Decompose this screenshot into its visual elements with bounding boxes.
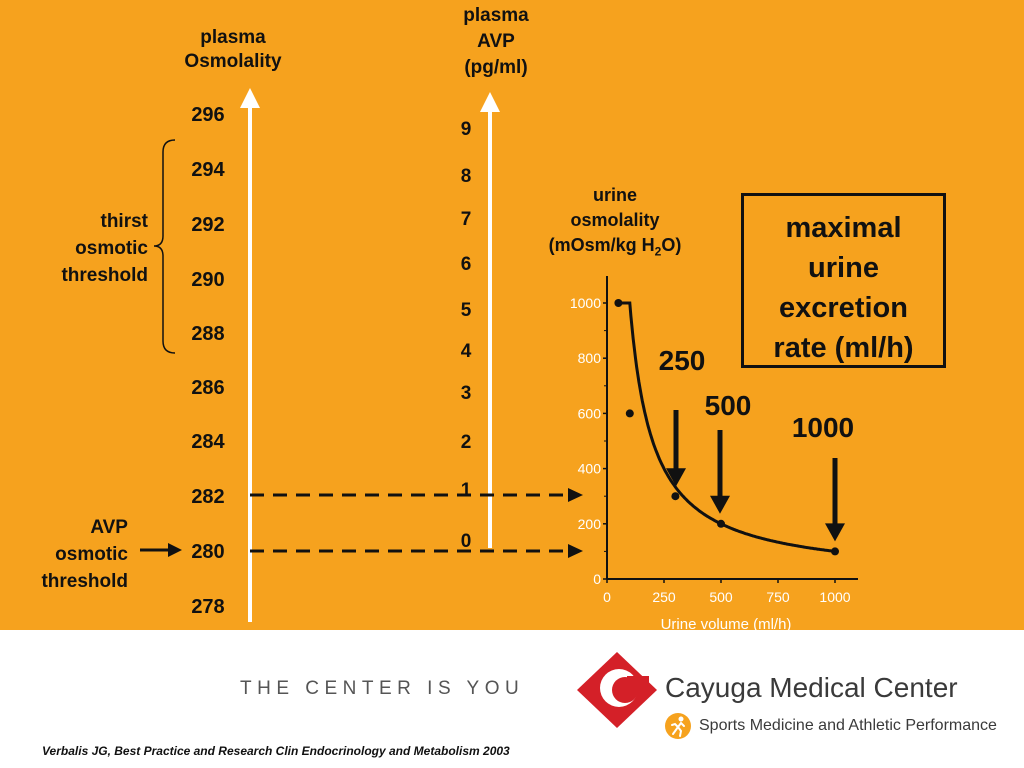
- max-box-line1: maximal: [785, 212, 902, 244]
- chart-data-point: [625, 409, 634, 418]
- chart-y-tick-label: 400: [578, 461, 602, 477]
- scale-lines: [140, 88, 583, 622]
- marker-label-250: 250: [659, 345, 706, 376]
- citation: Verbalis JG, Best Practice and Research …: [42, 744, 510, 758]
- avp-axis-title: plasma AVP (pg/ml): [463, 5, 529, 78]
- osmolality-tick-296: 296: [191, 104, 225, 126]
- footer: [0, 630, 1024, 768]
- chart-x-axis-title: Urine volume (ml/h): [661, 616, 792, 630]
- chart-x-tick-label: 0: [603, 589, 611, 605]
- avp-tick-0: 0: [460, 531, 472, 552]
- marker-label-500: 500: [705, 390, 752, 421]
- osmolality-axis-title: plasma Osmolality: [184, 27, 282, 72]
- marker-arrowhead-250: [666, 468, 686, 487]
- avp-tick-4: 4: [460, 341, 472, 362]
- osmolality-tick-290: 290: [191, 269, 225, 291]
- org-subtitle: Sports Medicine and Athletic Performance: [699, 717, 997, 734]
- avp-tick-3: 3: [460, 383, 472, 404]
- osmolality-tick-294: 294: [191, 159, 225, 181]
- avp-tick-8: 8: [460, 166, 472, 187]
- avp-tick-6: 6: [460, 254, 472, 275]
- avp-threshold-label: AVP osmotic threshold: [41, 517, 128, 592]
- urine-osmolality-label: urine osmolality (mOsm/kg H2O): [548, 185, 682, 259]
- urine-chart: 0 200 400 600 800 1000 0 250 500 750 1000 Urine vol…: [570, 276, 858, 630]
- avp-threshold-arrowhead: [168, 543, 182, 557]
- marker-label-1000: 1000: [792, 412, 854, 443]
- osmolality-tick-284: 284: [191, 431, 225, 453]
- chart-data-point: [614, 299, 623, 307]
- avp-tick-1: 1: [460, 480, 472, 501]
- chart-data-point: [671, 492, 680, 501]
- sports-medicine-icon: [665, 713, 691, 739]
- avp-tick-9: 9: [460, 119, 472, 140]
- osmolality-tick-288: 288: [191, 323, 225, 345]
- cayuga-logo-icon: [577, 652, 657, 728]
- osmolality-tick-278: 278: [191, 596, 225, 618]
- chart-y-tick-label: 1000: [570, 295, 601, 311]
- dashed-arrowhead-280: [568, 544, 583, 558]
- chart-y-tick-label: 200: [578, 516, 602, 532]
- avp-tick-2: 2: [460, 432, 472, 453]
- tagline: THE CENTER IS YOU: [240, 678, 525, 699]
- chart-x-tick-label: 500: [709, 589, 733, 605]
- chart-x-tick-label: 750: [766, 589, 790, 605]
- chart-y-tick-label: 0: [593, 571, 601, 587]
- marker-arrowhead-500: [710, 495, 730, 514]
- osmolality-tick-282: 282: [191, 486, 225, 508]
- thirst-threshold-label: thirst osmotic threshold: [61, 211, 148, 286]
- org-name: Cayuga Medical Center: [665, 672, 958, 703]
- marker-arrowhead-1000: [825, 523, 845, 542]
- chart-x-tick-label: 1000: [819, 589, 850, 605]
- max-box-line4: rate (ml/h): [773, 332, 914, 364]
- chart-x-tick-label: 250: [652, 589, 676, 605]
- max-excretion-box: maximal urine excretion rate (ml/h): [741, 193, 946, 368]
- osmolality-tick-292: 292: [191, 214, 225, 236]
- dashed-arrowhead-282: [568, 488, 583, 502]
- max-box-line2: urine: [808, 252, 879, 284]
- chart-y-tick-label: 600: [578, 405, 602, 421]
- thirst-brace: [153, 139, 176, 354]
- osmolality-tick-286: 286: [191, 377, 225, 399]
- chart-data-point: [717, 519, 725, 528]
- chart-y-tick-label: 800: [578, 350, 602, 366]
- slide-canvas: plasma Osmolality plasma AVP (pg/ml) 296…: [0, 0, 1024, 630]
- osmolality-tick-280: 280: [191, 541, 225, 563]
- max-box-line3: excretion: [779, 292, 908, 324]
- avp-tick-7: 7: [460, 209, 472, 230]
- chart-data-point: [831, 547, 839, 556]
- avp-tick-5: 5: [460, 300, 472, 321]
- chart-series-line: [618, 301, 836, 553]
